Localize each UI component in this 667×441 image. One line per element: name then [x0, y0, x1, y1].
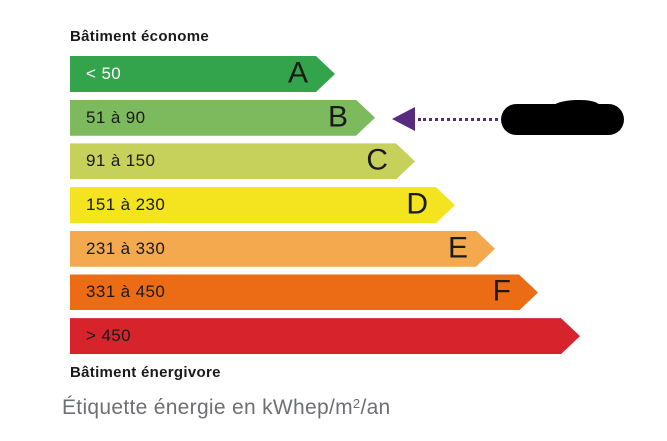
energy-range-label: 231 à 330 — [86, 238, 166, 258]
grade-letter: A — [287, 56, 308, 90]
dotted-connector-line — [418, 117, 498, 121]
energy-bar-f: 331 à 450 F — [70, 274, 538, 311]
energy-bar-b: 51 à 90 B — [70, 99, 375, 136]
energy-range-label: 51 à 90 — [86, 107, 146, 127]
energy-bar-c: 91 à 150 C — [70, 143, 415, 180]
left-arrow-icon — [392, 107, 415, 131]
energy-range-label: 331 à 450 — [86, 282, 166, 302]
grade-letter: B — [327, 100, 348, 134]
energy-bar-a: < 50 A — [70, 56, 335, 92]
bottom-scale-label: Bâtiment énergivore — [70, 364, 221, 381]
energy-scale-bars: < 50 A 51 à 90 B 91 à 150 C 151 à 230 D … — [70, 56, 580, 355]
chart-caption: Étiquette énergie en kWhep/m2/an — [62, 396, 391, 420]
caption-prefix: Étiquette énergie en kWhep/m — [62, 396, 353, 419]
energy-range-label: 91 à 150 — [86, 151, 156, 171]
grade-letter: C — [366, 143, 388, 177]
grade-letter: E — [447, 231, 468, 265]
top-scale-label: Bâtiment économe — [70, 28, 209, 45]
caption-suffix: /an — [360, 396, 391, 419]
caption-superscript: 2 — [352, 396, 361, 411]
grade-letter: F — [492, 274, 511, 308]
energy-range-label: < 50 — [86, 64, 122, 83]
energy-bar-g: > 450 — [70, 318, 580, 355]
energy-bar-e: 231 à 330 E — [70, 230, 495, 267]
energy-bar-d: 151 à 230 D — [70, 187, 455, 224]
grade-letter: D — [406, 187, 428, 221]
current-grade-indicator — [392, 103, 624, 135]
redacted-value-blob — [501, 103, 624, 135]
energy-range-label: 151 à 230 — [86, 195, 166, 215]
energy-range-label: > 450 — [86, 326, 132, 346]
